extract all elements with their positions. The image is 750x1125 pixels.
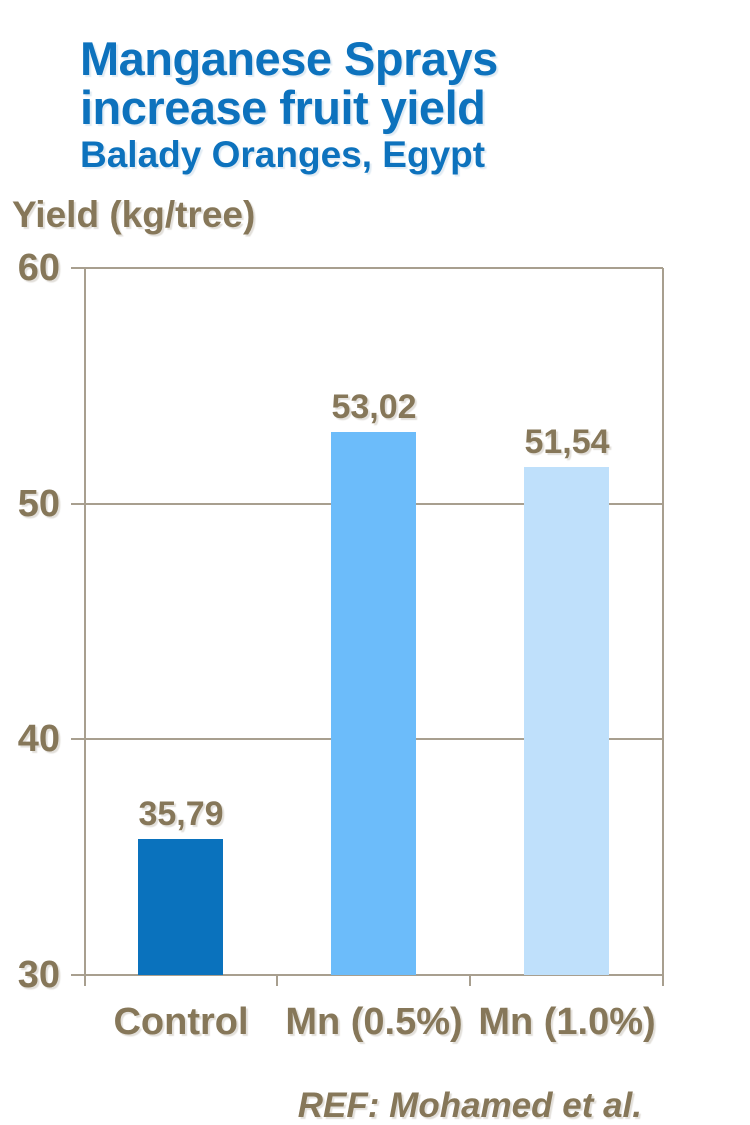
x-tick-label: Control xyxy=(113,1001,249,1043)
title-line-1: Manganese Sprays xyxy=(80,32,498,85)
y-tick-label: 50 xyxy=(17,483,60,525)
y-axis-line xyxy=(84,268,86,986)
y-tick-label: 40 xyxy=(17,718,60,760)
y-tick-label: 60 xyxy=(17,247,60,289)
x-axis-tick xyxy=(276,975,278,986)
chart-title: Manganese Sprays increase fruit yield Ba… xyxy=(80,34,498,177)
y-axis-title: Yield (kg/tree) xyxy=(12,194,256,235)
reference-text: REF: Mohamed et al. xyxy=(297,1086,642,1125)
x-tick-label: Mn (1.0%) xyxy=(478,1001,656,1043)
y-axis-tick xyxy=(71,503,84,505)
bar-control xyxy=(138,839,223,975)
gridline xyxy=(84,267,663,269)
y-axis-tick xyxy=(71,974,84,976)
value-label: 51,54 xyxy=(524,423,610,461)
value-label: 35,79 xyxy=(138,795,224,833)
bar-mn-1-0 xyxy=(524,467,609,975)
title-line-2: increase fruit yield xyxy=(80,81,486,134)
chart-subtitle: Balady Oranges, Egypt xyxy=(80,134,486,175)
y-axis-tick xyxy=(71,267,84,269)
x-axis-tick xyxy=(469,975,471,986)
x-tick-label: Mn (0.5%) xyxy=(285,1001,463,1043)
gridline xyxy=(84,974,663,976)
value-label: 53,02 xyxy=(331,388,417,426)
y-axis-tick xyxy=(71,738,84,740)
plot-right-border xyxy=(662,268,664,986)
y-tick-label: 30 xyxy=(17,954,60,996)
bar-mn-0-5 xyxy=(331,432,416,975)
